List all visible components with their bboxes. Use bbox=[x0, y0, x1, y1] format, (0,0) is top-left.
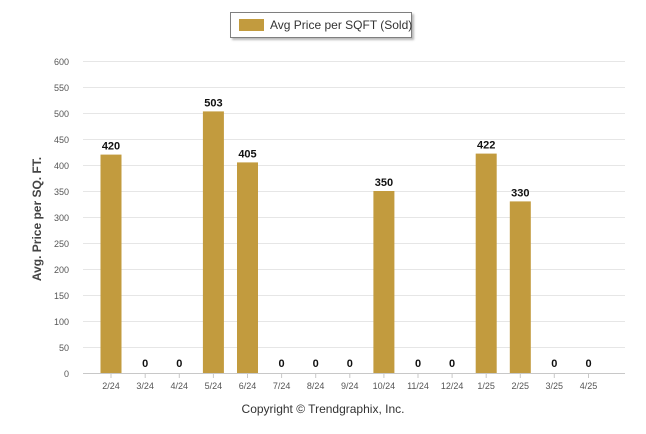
data-label-3-24: 0 bbox=[142, 358, 148, 370]
y-tick-label: 50 bbox=[59, 343, 69, 353]
bar-1-25 bbox=[475, 153, 497, 373]
y-tick-label: 200 bbox=[54, 265, 69, 275]
grid-layer bbox=[83, 61, 625, 374]
data-label-10-24: 350 bbox=[375, 177, 393, 189]
x-tick-label: 3/25 bbox=[546, 381, 564, 391]
data-label-6-24: 405 bbox=[238, 148, 256, 160]
bar-2-25 bbox=[509, 201, 531, 373]
data-label-11-24: 0 bbox=[415, 358, 421, 370]
data-label-4-25: 0 bbox=[585, 358, 591, 370]
bar-10-24 bbox=[373, 191, 395, 373]
data-label-3-25: 0 bbox=[551, 358, 557, 370]
x-tick-label: 6/24 bbox=[239, 381, 257, 391]
x-tick-label: 8/24 bbox=[307, 381, 325, 391]
y-tick-label: 300 bbox=[54, 213, 69, 223]
x-tick-label: 4/25 bbox=[580, 381, 598, 391]
bar-5-24 bbox=[202, 111, 224, 374]
data-label-2-24: 420 bbox=[102, 141, 120, 153]
legend-swatch bbox=[239, 19, 264, 31]
y-tick-label: 450 bbox=[54, 135, 69, 145]
y-axis-title: Avg. Price per SQ. FT. bbox=[30, 157, 44, 281]
x-tick-label: 3/24 bbox=[136, 381, 154, 391]
bar-layer bbox=[100, 111, 531, 374]
copyright-text: Copyright © Trendgraphix, Inc. bbox=[241, 402, 405, 416]
data-label-4-24: 0 bbox=[176, 358, 182, 370]
x-tick-label: 2/25 bbox=[512, 381, 530, 391]
x-tick-label: 9/24 bbox=[341, 381, 359, 391]
data-label-5-24: 503 bbox=[204, 97, 222, 109]
data-label-1-25: 422 bbox=[477, 140, 495, 152]
x-tick-label: 7/24 bbox=[273, 381, 291, 391]
y-tick-label: 0 bbox=[64, 369, 69, 379]
x-tick-label: 1/25 bbox=[477, 381, 495, 391]
y-tick-label: 250 bbox=[54, 239, 69, 249]
bar-2-24 bbox=[100, 154, 122, 373]
y-tick-label: 100 bbox=[54, 317, 69, 327]
y-tick-label: 550 bbox=[54, 83, 69, 93]
x-tick-label: 5/24 bbox=[205, 381, 223, 391]
x-tick-label: 11/24 bbox=[407, 381, 429, 391]
y-tick-label: 500 bbox=[54, 109, 69, 119]
y-tick-label: 350 bbox=[54, 187, 69, 197]
data-label-2-25: 330 bbox=[511, 187, 529, 199]
axis-layer: 0 50 100 150 200 250 300 350 400 450 500 550 600 2/24… bbox=[30, 57, 625, 391]
x-tick-label: 10/24 bbox=[373, 381, 396, 391]
y-tick-label: 400 bbox=[54, 161, 69, 171]
data-label-12-24: 0 bbox=[449, 358, 455, 370]
y-tick-label: 600 bbox=[54, 57, 69, 67]
label-layer: 420 0 0 503 405 0 0 0 350 0 0 422 330 0 0 bbox=[102, 97, 592, 370]
x-tick-label: 12/24 bbox=[441, 381, 464, 391]
x-tick-label: 2/24 bbox=[102, 381, 120, 391]
data-label-8-24: 0 bbox=[313, 358, 319, 370]
data-label-7-24: 0 bbox=[279, 358, 285, 370]
legend: Avg Price per SQFT (Sold) bbox=[230, 12, 412, 38]
y-tick-label: 150 bbox=[54, 291, 69, 301]
bar-6-24 bbox=[237, 162, 258, 373]
x-tick-label: 4/24 bbox=[171, 381, 189, 391]
data-label-9-24: 0 bbox=[347, 358, 353, 370]
legend-label: Avg Price per SQFT (Sold) bbox=[270, 18, 413, 32]
